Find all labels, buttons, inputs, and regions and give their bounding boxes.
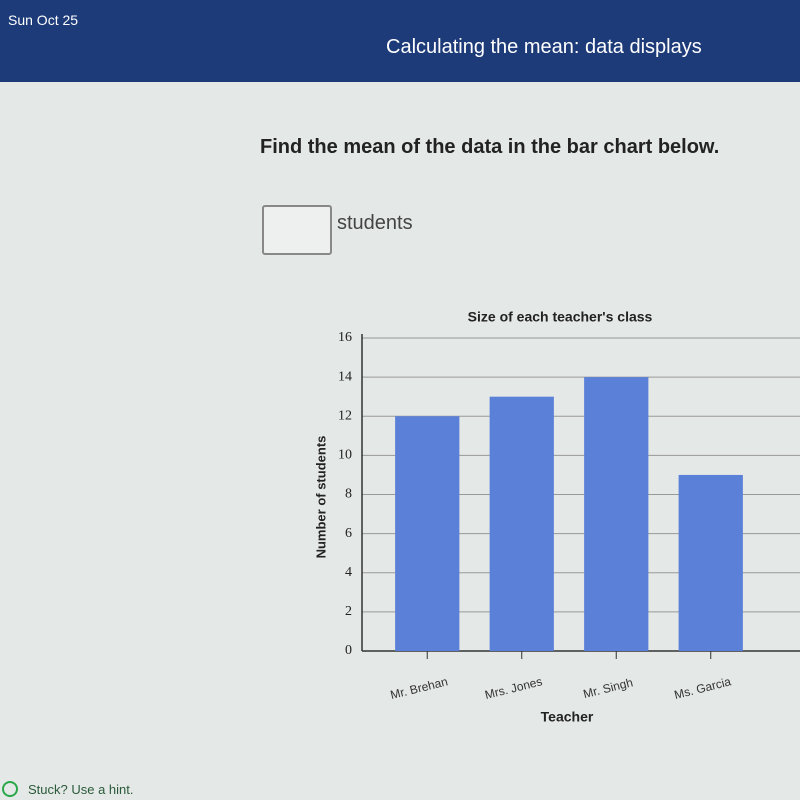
y-tick-label: 10 (338, 448, 352, 463)
exercise-title: Calculating the mean: data displays (386, 36, 702, 58)
x-tick-label: Ms. Garcia (673, 674, 733, 702)
answer-input[interactable] (262, 205, 332, 255)
y-tick-label: 6 (345, 526, 352, 541)
chart-title: Size of each teacher's class (468, 309, 653, 325)
x-tick-label: Mrs. Jones (483, 674, 543, 702)
header-bar: Sun Oct 25 Calculating the mean: data di… (0, 0, 800, 82)
hint-link[interactable]: Stuck? Use a hint. (28, 782, 134, 797)
bar (395, 416, 460, 651)
bar (678, 474, 743, 651)
status-date: Sun Oct 25 (8, 12, 79, 28)
x-tick-label: Mr. Singh (582, 675, 635, 701)
y-axis-label: Number of students (313, 436, 328, 559)
x-tick-label: Mr. Brehan (389, 674, 449, 702)
bar (584, 377, 649, 651)
y-tick-label: 14 (338, 369, 352, 384)
x-axis-label: Teacher (541, 709, 594, 725)
y-tick-label: 2 (345, 604, 352, 619)
bar (489, 396, 554, 651)
hint-icon[interactable] (2, 781, 18, 797)
y-tick-label: 4 (345, 565, 352, 580)
unit-label: students (337, 212, 413, 234)
y-tick-label: 8 (345, 487, 352, 502)
question-prompt: Find the mean of the data in the bar cha… (260, 136, 720, 158)
y-tick-label: 12 (338, 408, 352, 423)
y-tick-label: 16 (338, 330, 352, 345)
y-tick-label: 0 (345, 643, 352, 658)
